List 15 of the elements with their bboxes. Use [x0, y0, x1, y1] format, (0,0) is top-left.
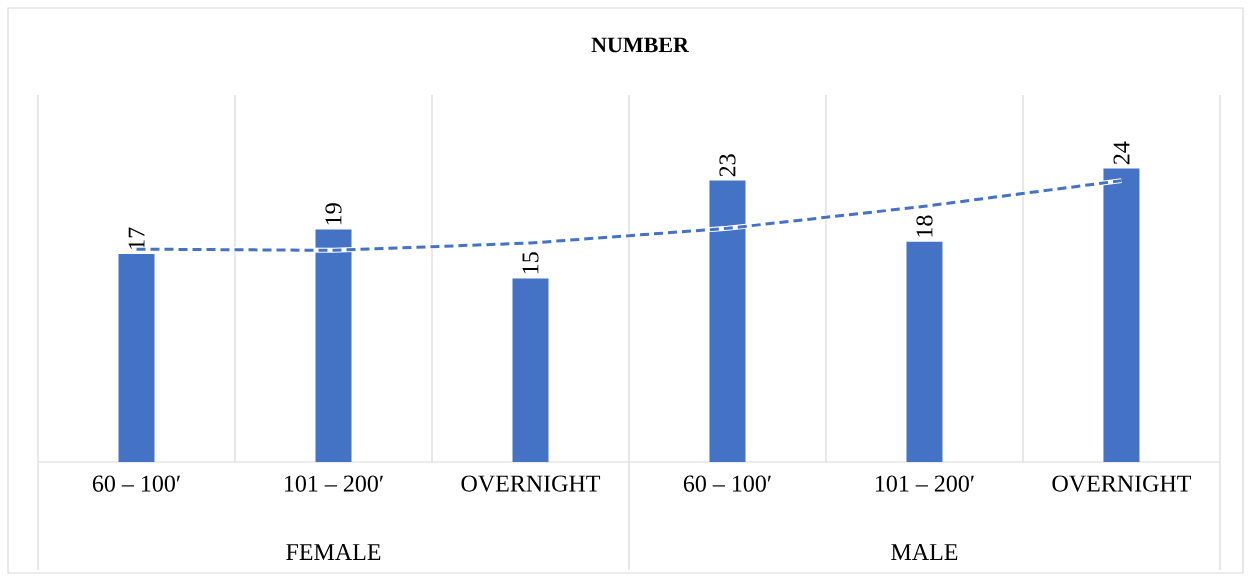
x-tick-label: 101 – 200′ [875, 475, 974, 492]
data-label: 24 [1113, 141, 1130, 165]
x-tick-label: 60 – 100′ [92, 475, 180, 492]
data-label: 23 [719, 154, 736, 177]
x-tick-label: 101 – 200′ [284, 475, 383, 492]
x-tick-label: 60 – 100′ [683, 475, 771, 492]
text: FEMALE [286, 544, 381, 560]
data-label: 18 [916, 215, 933, 237]
data-label: 15 [522, 252, 539, 274]
data-label: 17 [128, 227, 145, 249]
data-label: 19 [325, 203, 342, 225]
x-tick-label: OVERNIGHT [1052, 475, 1192, 492]
text: MALE [891, 544, 958, 560]
x-tick-label: OVERNIGHT [461, 475, 601, 492]
chart-title: NUMBER [591, 37, 690, 53]
